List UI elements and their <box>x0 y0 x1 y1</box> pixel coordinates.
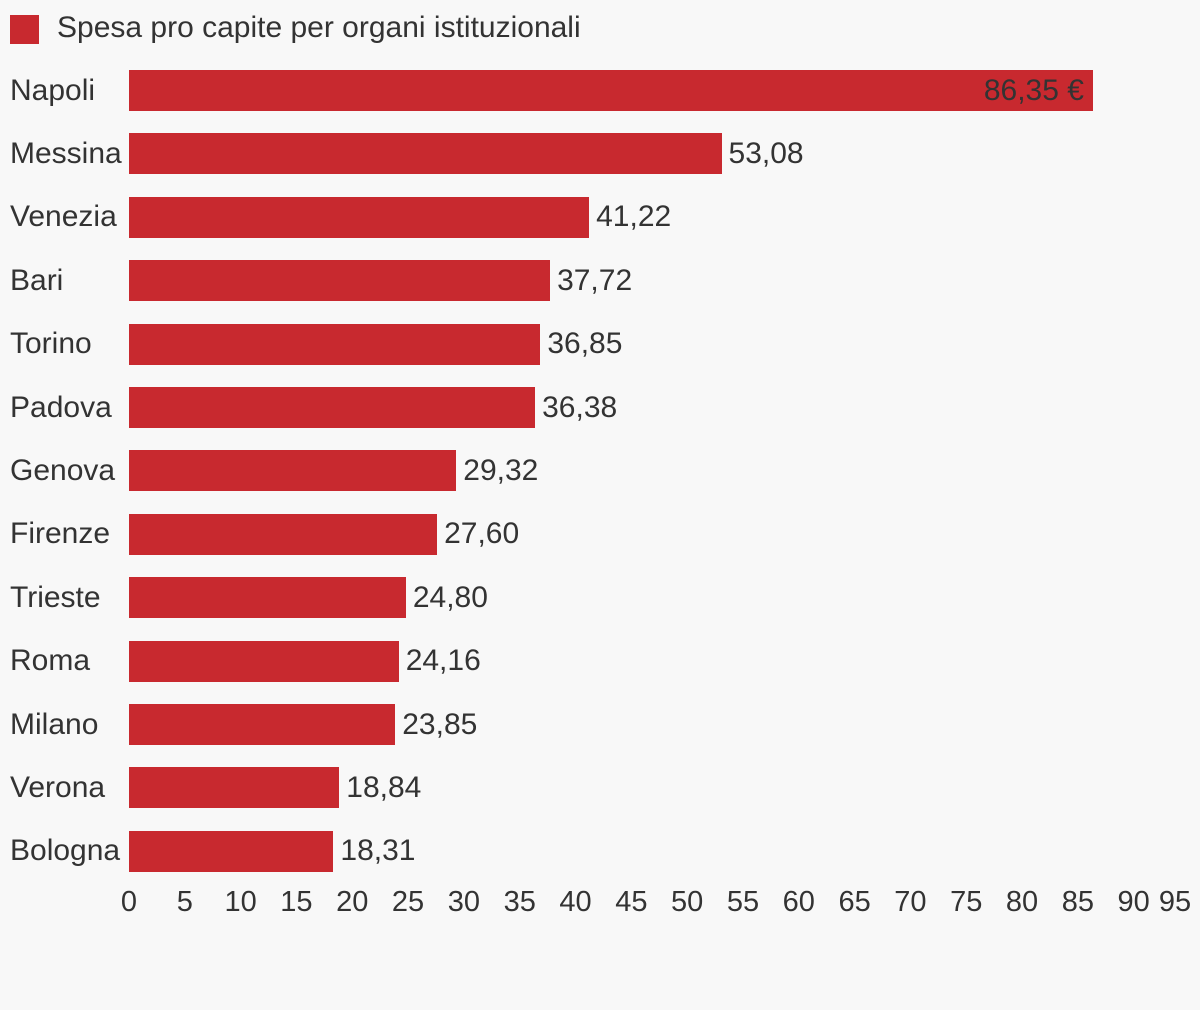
legend-label: Spesa pro capite per organi istituzional… <box>57 11 581 44</box>
value-label: 36,85 <box>547 327 623 361</box>
axis-tick-label: 15 <box>280 886 313 918</box>
bar-row: Padova 36,38 <box>0 376 1200 439</box>
axis-tick-label: 30 <box>447 886 481 918</box>
bar-row: Messina 53,08 <box>0 122 1200 185</box>
value-label: 23,85 <box>402 707 478 741</box>
bar[interactable] <box>129 133 722 175</box>
axis-tick-label: 95 <box>1158 886 1192 918</box>
axis-tick-label: 10 <box>224 886 257 918</box>
axis-tick-label: 45 <box>615 886 648 918</box>
category-label: Torino <box>10 327 92 361</box>
axis-tick-label: 5 <box>176 886 193 918</box>
category-label: Roma <box>10 644 91 678</box>
bar-row: Bari 37,72 <box>0 249 1200 312</box>
bar-row: Torino 36,85 <box>0 313 1200 376</box>
value-label: 18,31 <box>340 834 416 868</box>
bar-row: Napoli 86,35 € <box>0 59 1200 122</box>
bar[interactable] <box>129 260 551 302</box>
category-label: Genova <box>10 454 116 488</box>
bar-rows: Napoli 86,35 € Messina 53,08 Venezia 41,… <box>0 59 1200 883</box>
category-label: Firenze <box>10 517 111 551</box>
value-label: 86,35 € <box>983 73 1084 107</box>
category-label: Messina <box>10 137 122 171</box>
bar-row: Venezia 41,22 <box>0 186 1200 249</box>
value-label: 41,22 <box>596 200 672 234</box>
axis-tick-label: 40 <box>559 886 592 918</box>
axis-tick-label: 50 <box>671 886 704 918</box>
bar[interactable] <box>129 386 536 428</box>
bar[interactable] <box>129 577 406 619</box>
axis-tick-label: 90 <box>1117 886 1150 918</box>
legend-swatch-icon <box>10 14 39 44</box>
bar[interactable] <box>129 767 340 809</box>
bar[interactable] <box>129 450 457 492</box>
value-label: 18,84 <box>346 770 422 804</box>
bar[interactable] <box>129 196 590 238</box>
value-label: 24,16 <box>405 644 481 678</box>
value-label: 36,38 <box>542 390 618 424</box>
legend[interactable]: Spesa pro capite per organi istituzional… <box>10 8 581 48</box>
bar[interactable] <box>129 703 396 745</box>
value-label: 24,80 <box>412 580 488 614</box>
category-label: Trieste <box>10 580 101 614</box>
category-label: Bologna <box>10 834 121 868</box>
axis-tick-label: 70 <box>894 886 927 918</box>
bar-row: Genova 29,32 <box>0 439 1200 502</box>
axis-tick-label: 0 <box>120 886 138 918</box>
bar-row: Roma 24,16 <box>0 630 1200 693</box>
axis-tick-label: 25 <box>391 886 425 918</box>
value-label: 37,72 <box>557 263 633 297</box>
axis-tick-label: 60 <box>782 886 815 918</box>
bar[interactable] <box>129 70 1093 111</box>
bar-row: Milano 23,85 <box>0 693 1200 756</box>
bar-row: Firenze 27,60 <box>0 503 1200 566</box>
axis-tick-label: 85 <box>1061 886 1094 918</box>
axis-tick-label: 65 <box>838 886 871 918</box>
axis-tick-label: 75 <box>950 886 983 918</box>
category-label: Verona <box>10 770 106 804</box>
bar[interactable] <box>129 830 334 872</box>
value-label: 27,60 <box>444 517 520 551</box>
category-label: Bari <box>10 263 64 297</box>
category-label: Milano <box>10 707 99 741</box>
category-label: Padova <box>10 390 112 424</box>
bar-row: Trieste 24,80 <box>0 566 1200 629</box>
value-label: 29,32 <box>463 454 539 488</box>
axis-tick-label: 80 <box>1005 886 1039 918</box>
bar[interactable] <box>129 640 399 682</box>
bar[interactable] <box>129 513 438 555</box>
bar-row: Bologna 18,31 <box>0 820 1200 883</box>
x-axis: 0 5 10 15 20 25 30 35 40 45 50 55 60 65 … <box>0 883 1200 923</box>
axis-tick-label: 55 <box>726 886 760 918</box>
bar-row: Verona 18,84 <box>0 756 1200 819</box>
axis-tick-label: 20 <box>336 886 369 918</box>
category-label: Venezia <box>10 200 117 234</box>
axis-tick-label: 35 <box>503 886 536 918</box>
value-label: 53,08 <box>728 137 804 171</box>
category-label: Napoli <box>10 73 96 107</box>
bar[interactable] <box>129 323 541 365</box>
